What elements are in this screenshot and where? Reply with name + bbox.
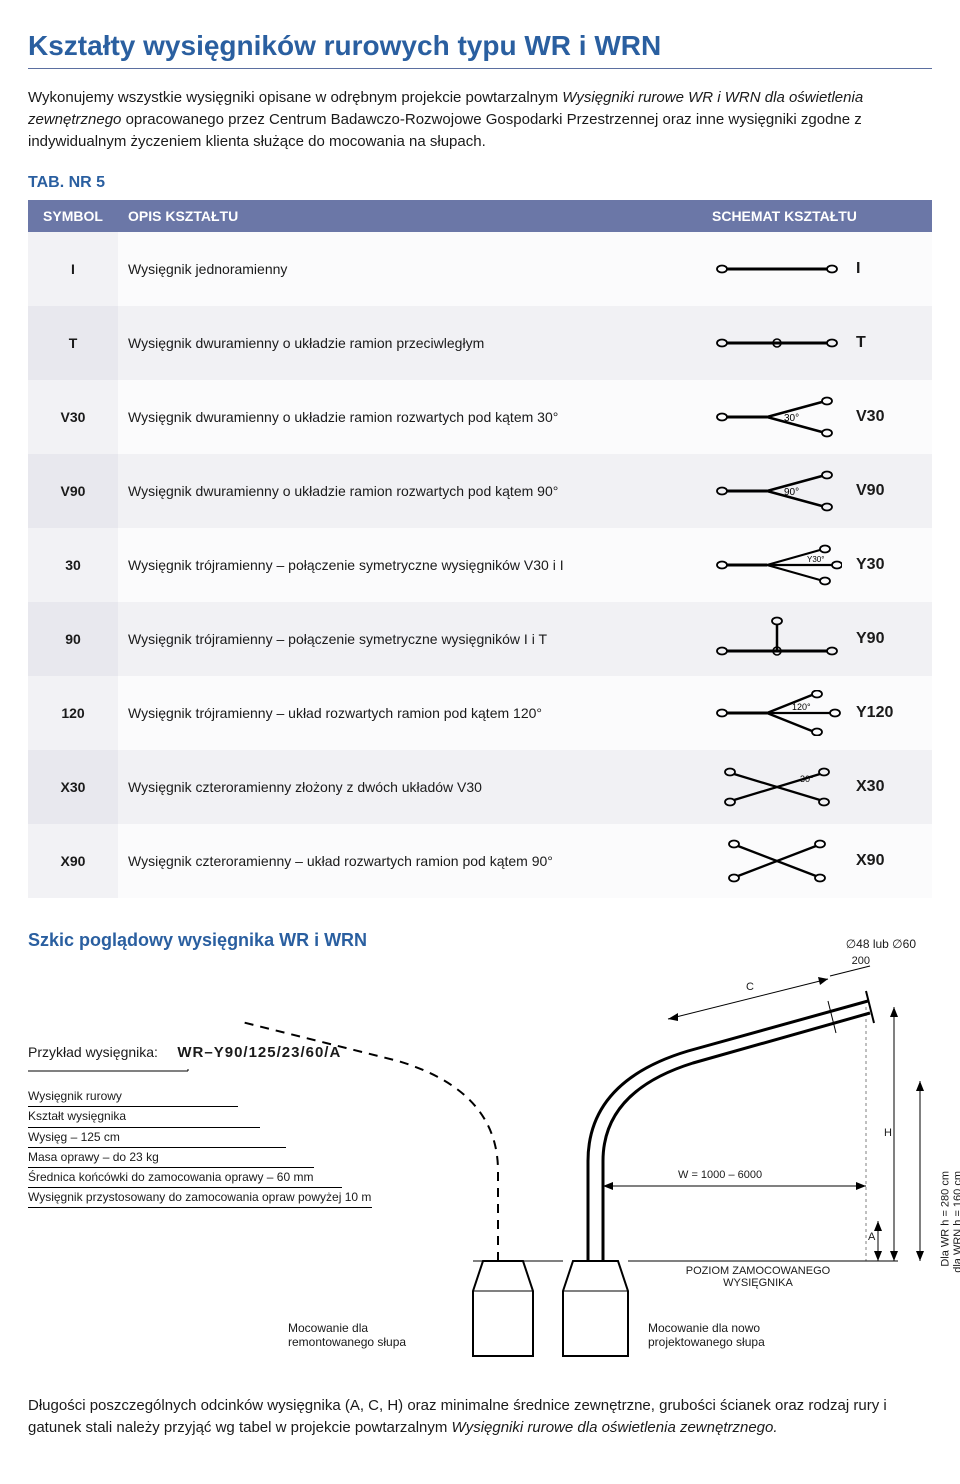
svg-text:30°: 30° (800, 774, 814, 784)
cell-desc: Wysięgnik jednoramienny (118, 232, 702, 306)
example-header: Przykład wysięgnika: (28, 1044, 158, 1060)
example-line-4: Średnica końcówki do zamocowania oprawy … (28, 1168, 418, 1188)
cell-schema: X90 (702, 824, 932, 898)
cell-symbol: V90 (28, 454, 118, 528)
table-row: X30 Wysięgnik czteroramienny złożony z d… (28, 750, 932, 824)
cell-symbol: 120 (28, 676, 118, 750)
dim-side1: Dla WR h = 280 cm (940, 1171, 952, 1267)
level-label: POZIOM ZAMOCOWANEGO WYSIĘGNIKA (668, 1265, 848, 1289)
table-row: T Wysięgnik dwuramienny o układzie ramio… (28, 306, 932, 380)
dim-h: H (884, 1127, 892, 1139)
schema-label: V90 (856, 482, 902, 500)
cell-desc: Wysięgnik trójramienny – układ rozwartyc… (118, 676, 702, 750)
cell-schema: Y30° Y30 (702, 528, 932, 602)
cell-desc: Wysięgnik dwuramienny o układzie ramion … (118, 306, 702, 380)
example-line-2: Wysięg – 125 cm (28, 1128, 418, 1148)
th-desc: OPIS KSZTAŁTU (118, 200, 702, 232)
svg-text:90°: 90° (784, 487, 799, 498)
intro-post: opracowanego przez Centrum Badawczo-Rozw… (28, 111, 862, 150)
table-row: I Wysięgnik jednoramienny I (28, 232, 932, 306)
table-row: 120 Wysięgnik trójramienny – układ rozwa… (28, 676, 932, 750)
mount-left-label: Mocowanie dla remontowanego słupa (288, 1321, 428, 1349)
schema-label: I (856, 260, 902, 278)
cell-schema: 120° Y120 (702, 676, 932, 750)
schema-label: Y30 (856, 556, 902, 574)
cell-schema: T (702, 306, 932, 380)
dim-c: C (746, 981, 754, 993)
schema-label: Y120 (856, 704, 902, 722)
cell-schema: 90° V90 (702, 454, 932, 528)
page-title: Kształty wysięgników rurowych typu WR i … (28, 30, 932, 62)
table-row: V30 Wysięgnik dwuramienny o układzie ram… (28, 380, 932, 454)
svg-text:30°: 30° (784, 413, 799, 424)
cell-symbol: X30 (28, 750, 118, 824)
cell-desc: Wysięgnik dwuramienny o układzie ramion … (118, 380, 702, 454)
cell-desc: Wysięgnik trójramienny – połączenie syme… (118, 528, 702, 602)
svg-text:Y30°: Y30° (807, 555, 824, 564)
cell-symbol: 30 (28, 528, 118, 602)
example-line-3: Masa oprawy – do 23 kg (28, 1148, 418, 1168)
dim-diameter: ∅48 lub ∅60 (846, 937, 916, 951)
cell-schema: 30° X30 (702, 750, 932, 824)
cell-symbol: X90 (28, 824, 118, 898)
svg-text:120°: 120° (792, 702, 811, 712)
cell-desc: Wysięgnik dwuramienny o układzie ramion … (118, 454, 702, 528)
footer-paragraph: Długości poszczególnych odcinków wysięgn… (28, 1395, 932, 1439)
dim-w: W = 1000 – 6000 (678, 1169, 762, 1181)
schema-label: Y90 (856, 630, 902, 648)
sketch-area: ∅48 lub ∅60 200 C W = 1000 – 6000 H A PO… (28, 961, 932, 1361)
mount-right-label: Mocowanie dla nowo projektowanego słupa (648, 1321, 808, 1349)
schema-label: X30 (856, 778, 902, 796)
example-connectors (28, 1069, 418, 1087)
cell-schema: Y90 (702, 602, 932, 676)
cell-desc: Wysięgnik czteroramienny – układ rozwart… (118, 824, 702, 898)
example-line-0: Wysięgnik rurowy (28, 1087, 418, 1107)
th-symbol: SYMBOL (28, 200, 118, 232)
cell-schema: 30° V30 (702, 380, 932, 454)
table-row: X90 Wysięgnik czteroramienny – układ roz… (28, 824, 932, 898)
footer-italic: Wysięgniki rurowe dla oświetlenia zewnęt… (452, 1419, 778, 1436)
example-code: WR–Y90/125/23/60/A (177, 1044, 341, 1061)
dim-side2: dla WRN h = 160 cm (952, 1171, 960, 1273)
intro-pre: Wykonujemy wszystkie wysięgniki opisane … (28, 89, 562, 106)
cell-symbol: I (28, 232, 118, 306)
title-underline (28, 68, 932, 69)
example-line-1: Kształt wysięgnika (28, 1107, 418, 1127)
table-row: 30 Wysięgnik trójramienny – połączenie s… (28, 528, 932, 602)
sketch-title: Szkic poglądowy wysięgnika WR i WRN (28, 930, 932, 951)
th-schema: SCHEMAT KSZTAŁTU (702, 200, 932, 232)
table-label: TAB. NR 5 (28, 174, 932, 192)
shapes-table: SYMBOL OPIS KSZTAŁTU SCHEMAT KSZTAŁTU I … (28, 200, 932, 898)
dim-a: A (868, 1231, 875, 1243)
table-row: V90 Wysięgnik dwuramienny o układzie ram… (28, 454, 932, 528)
example-line-5: Wysięgnik przystosowany do zamocowania o… (28, 1188, 418, 1208)
cell-desc: Wysięgnik trójramienny – połączenie syme… (118, 602, 702, 676)
schema-label: X90 (856, 852, 902, 870)
dim-200: 200 (852, 955, 870, 967)
cell-symbol: 90 (28, 602, 118, 676)
cell-symbol: V30 (28, 380, 118, 454)
table-row: 90 Wysięgnik trójramienny – połączenie s… (28, 602, 932, 676)
cell-desc: Wysięgnik czteroramienny złożony z dwóch… (118, 750, 702, 824)
cell-symbol: T (28, 306, 118, 380)
schema-label: T (856, 334, 902, 352)
cell-schema: I (702, 232, 932, 306)
example-block: Przykład wysięgnika: WR–Y90/125/23/60/A … (28, 1041, 418, 1208)
intro-paragraph: Wykonujemy wszystkie wysięgniki opisane … (28, 87, 932, 152)
schema-label: V30 (856, 408, 902, 426)
